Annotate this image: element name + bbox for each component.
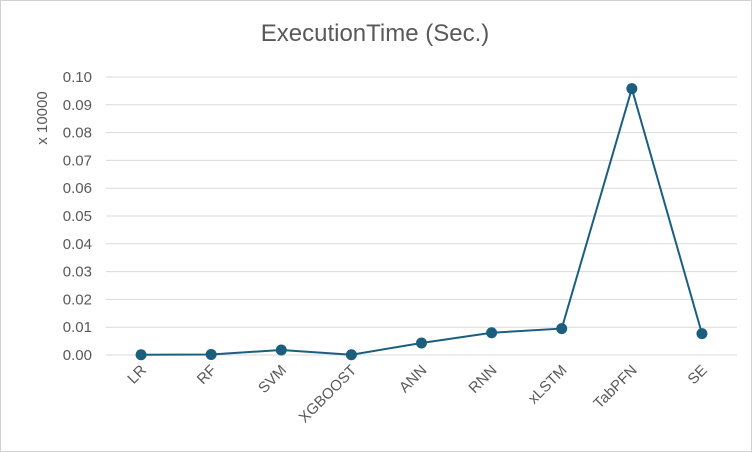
x-tick-label: XGBOOST [296,362,360,426]
y-tick-label: 0.08 [63,125,92,142]
y-tick-label: 0.06 [63,180,92,197]
y-tick-label: 0.00 [63,347,92,364]
data-point [416,337,427,349]
y-tick-label: 0.05 [63,208,92,225]
data-point [696,328,708,340]
x-tick-label: SE [685,362,711,388]
data-point [205,348,217,360]
y-tick-labels: 0.00 0.01 0.02 0.03 0.04 0.05 0.06 0.07 0.08 0.09… [63,69,92,364]
y-axis-label: x 10000 [34,91,51,144]
x-tick-label: LR [124,362,150,388]
data-point [345,349,357,361]
data-point [135,349,147,361]
data-point [626,83,638,95]
y-tick-label: 0.03 [63,264,92,281]
y-tick-label: 0.09 [63,97,92,114]
series-line [135,83,708,361]
x-tick-labels: LR RF SVM XGBOOST ANN RNN xLSTM TabPFN SE [124,362,710,427]
gridlines [106,76,737,356]
series-path [141,85,703,356]
y-tick-label: 0.02 [63,291,92,308]
data-point [275,344,287,356]
y-tick-label: 0.10 [63,69,92,86]
y-tick-label: 0.07 [63,152,92,169]
x-tick-label: SVM [255,362,290,397]
x-tick-label: TabPFN [590,362,640,412]
y-tick-label: 0.01 [63,319,92,336]
x-tick-label: ANN [396,362,430,396]
x-tick-label: xLSTM [525,362,571,408]
x-tick-label: RNN [465,362,500,397]
x-tick-label: RF [194,362,220,388]
data-point [486,327,498,339]
data-point [556,323,568,335]
y-tick-label: 0.04 [63,236,92,253]
chart-title: ExecutionTime (Sec.) [260,20,490,47]
